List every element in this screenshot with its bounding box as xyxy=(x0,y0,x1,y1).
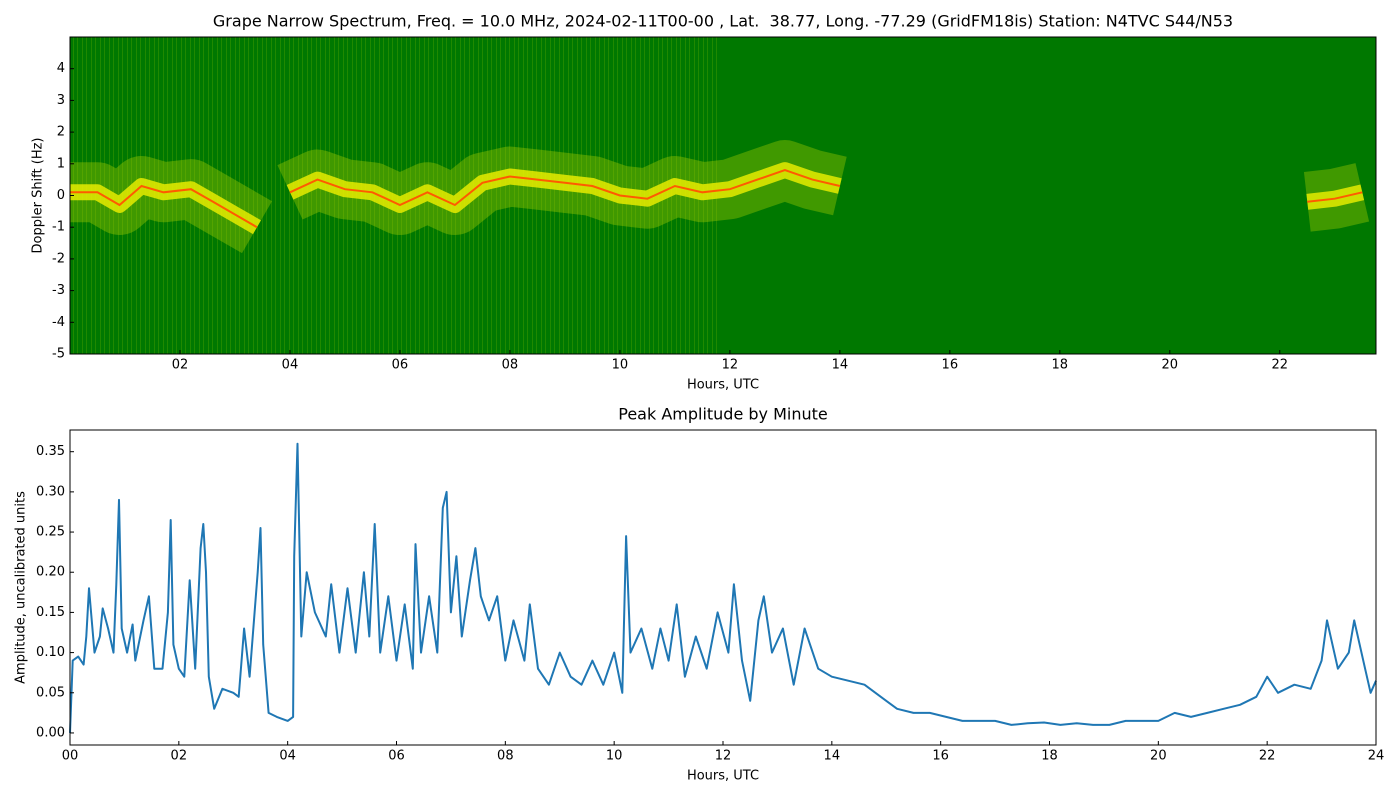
y-tick-label: 0.35 xyxy=(36,444,65,459)
x-tick-label: 14 xyxy=(832,358,849,373)
x-tick-label: 16 xyxy=(942,358,959,373)
x-tick-label: 22 xyxy=(1271,358,1288,373)
doppler-trace xyxy=(70,169,1363,229)
x-tick-label: 20 xyxy=(1150,749,1167,764)
y-tick-label: -5 xyxy=(52,347,65,362)
x-axis-label: Hours, UTC xyxy=(687,378,759,393)
spectrogram-layer xyxy=(70,140,1370,254)
x-tick-label: 16 xyxy=(932,749,949,764)
y-tick-label: -1 xyxy=(52,220,65,235)
x-tick-label: 20 xyxy=(1162,358,1179,373)
x-tick-label: 10 xyxy=(612,358,629,373)
y-tick-label: 3 xyxy=(57,93,65,108)
x-tick-label: 02 xyxy=(171,749,188,764)
y-axis-label: Amplitude, uncalibrated units xyxy=(14,491,29,684)
y-tick-label: 0.00 xyxy=(36,725,65,740)
x-tick-label: 10 xyxy=(606,749,623,764)
x-tick-label: 18 xyxy=(1052,358,1069,373)
y-tick-label: -4 xyxy=(52,315,65,330)
y-axis-label: Doppler Shift (Hz) xyxy=(31,138,46,254)
y-tick-label: 0.15 xyxy=(36,605,65,620)
x-tick-label: 00 xyxy=(62,749,79,764)
x-tick-label: 12 xyxy=(722,358,739,373)
plot-frame xyxy=(69,429,1377,746)
y-tick-label: 0.25 xyxy=(36,525,65,540)
x-tick-label: 08 xyxy=(502,358,519,373)
y-tick-label: -2 xyxy=(52,251,65,266)
x-tick-label: 04 xyxy=(279,749,296,764)
x-tick-label: 24 xyxy=(1368,749,1385,764)
line-layer xyxy=(69,442,1377,733)
x-tick-label: 02 xyxy=(172,358,189,373)
x-tick-label: 22 xyxy=(1259,749,1276,764)
y-tick-label: 1 xyxy=(57,156,65,171)
y-tick-label: 4 xyxy=(57,61,65,76)
x-tick-label: 06 xyxy=(392,358,409,373)
x-tick-label: 18 xyxy=(1041,749,1058,764)
x-axis-label: Hours, UTC xyxy=(687,769,759,784)
y-tick-label: 0.10 xyxy=(36,645,65,660)
x-tick-label: 14 xyxy=(824,749,841,764)
x-tick-label: 06 xyxy=(388,749,405,764)
y-tick-label: -3 xyxy=(52,283,65,298)
chart-title: Grape Narrow Spectrum, Freq. = 10.0 MHz,… xyxy=(213,12,1233,31)
y-tick-label: 0 xyxy=(57,188,65,203)
y-tick-label: 2 xyxy=(57,125,65,140)
y-tick-label: 0.30 xyxy=(36,484,65,499)
x-tick-label: 12 xyxy=(715,749,732,764)
x-tick-label: 04 xyxy=(282,358,299,373)
x-tick-label: 08 xyxy=(497,749,514,764)
amplitude-line xyxy=(69,442,1377,733)
y-tick-label: 0.05 xyxy=(36,685,65,700)
y-tick-label: 0.20 xyxy=(36,565,65,580)
chart-title: Peak Amplitude by Minute xyxy=(618,405,828,424)
